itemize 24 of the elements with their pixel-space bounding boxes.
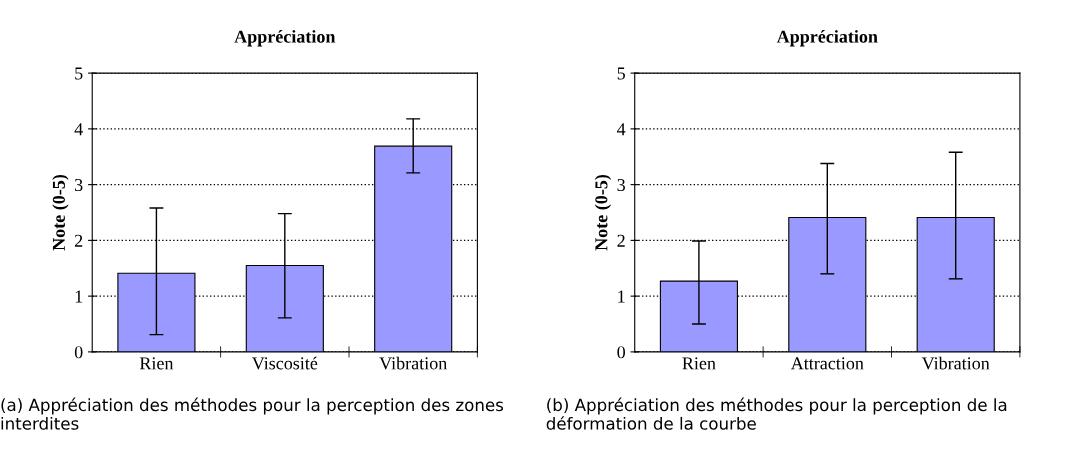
x-tick-label: Rien [139,357,174,370]
y-tick-label: 3 [617,178,625,192]
y-tick-label: 4 [617,123,626,136]
x-tick-label: Vibration [379,356,447,370]
y-tick-label: 1 [75,290,83,303]
y-tick-label: 4 [74,123,83,136]
chart-title: Appréciation [776,30,878,47]
y-axis-title: Note (0-5) [594,174,612,251]
y-tick-label: 5 [617,67,625,80]
chart-title: Appréciation [234,30,336,47]
y-tick-label: 1 [618,290,625,303]
text: (b) Appréciation des méthodes pour la perception de la déformation de la courbe [546,397,1007,430]
x-tick-label: Rien [682,357,716,370]
x-tick-label: Vibration [921,356,990,370]
x-tick-label: Attraction [790,357,864,370]
y-tick-label: 0 [617,346,626,359]
x-tick-label: Viscosité [251,356,318,370]
y-tick-label: 5 [75,67,83,80]
y-axis-title: Note (0-5) [52,174,69,251]
y-tick-label: 3 [75,178,83,192]
y-tick-label: 2 [617,234,625,247]
text: (a) Appréciation des méthodes pour la perception des zones interdites [1,397,504,430]
y-tick-label: 2 [74,234,83,247]
y-tick-label: 0 [74,346,83,359]
